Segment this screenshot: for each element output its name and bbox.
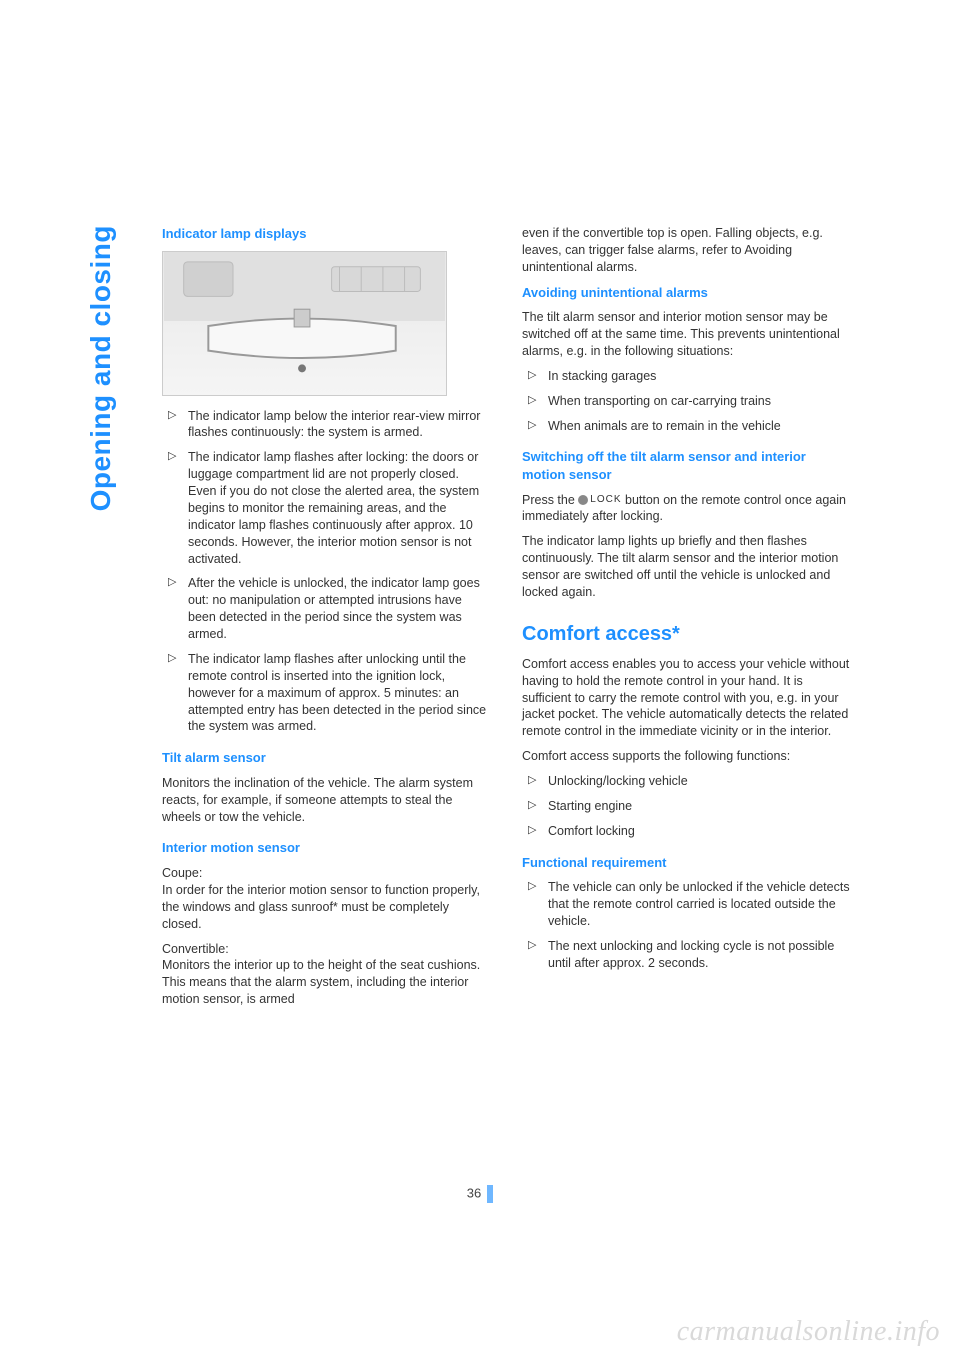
mirror-illustration — [163, 252, 446, 395]
convertible-text: Monitors the interior up to the height o… — [162, 958, 480, 1006]
section-switching-off: Switching off the tilt alarm sensor and … — [522, 448, 850, 600]
coupe-label: Coupe: — [162, 866, 202, 880]
list-item: When animals are to remain in the vehicl… — [522, 418, 850, 435]
list-item: The indicator lamp flashes after locking… — [162, 449, 490, 567]
body-text: even if the convertible top is open. Fal… — [522, 225, 850, 276]
lock-label: LOCK — [590, 493, 621, 507]
press-pre: Press the — [522, 493, 578, 507]
body-text: Comfort access supports the following fu… — [522, 748, 850, 765]
body-text: Press the LOCK button on the remote cont… — [522, 492, 850, 526]
body-text: Comfort access enables you to access you… — [522, 656, 850, 740]
page-number-text: 36 — [467, 1185, 481, 1200]
section-tilt-alarm: Tilt alarm sensor Monitors the inclinati… — [162, 749, 490, 825]
right-column: even if the convertible top is open. Fal… — [522, 225, 850, 1022]
heading-comfort-access: Comfort access* — [522, 621, 850, 648]
watermark: carmanualsonline.info — [677, 1316, 940, 1348]
heading-tilt-alarm: Tilt alarm sensor — [162, 749, 490, 767]
heading-interior-motion: Interior motion sensor — [162, 839, 490, 857]
list-item: The next unlocking and locking cycle is … — [522, 938, 850, 972]
comfort-bullet-list: Unlocking/locking vehicle Starting engin… — [522, 773, 850, 840]
page-number: 36 — [0, 1185, 960, 1203]
side-label-text: Opening and closing — [85, 225, 117, 511]
section-interior-motion: Interior motion sensor Coupe: In order f… — [162, 839, 490, 1008]
figure-interior-mirror — [162, 251, 447, 396]
left-column: Indicator lamp displays The indicator la… — [162, 225, 490, 1022]
body-text: The indicator lamp lights up briefly and… — [522, 533, 850, 601]
section-side-label: Opening and closing — [85, 0, 117, 225]
list-item: Unlocking/locking vehicle — [522, 773, 850, 790]
list-item: After the vehicle is unlocked, the indic… — [162, 575, 490, 643]
body-text: The tilt alarm sensor and interior motio… — [522, 309, 850, 360]
list-item: When transporting on car-carrying trains — [522, 393, 850, 410]
list-item: The indicator lamp flashes after unlocki… — [162, 651, 490, 735]
list-item: The vehicle can only be unlocked if the … — [522, 879, 850, 930]
convertible-label: Convertible: — [162, 942, 229, 956]
heading-avoiding-alarms: Avoiding unintentional alarms — [522, 284, 850, 302]
section-functional-req: Functional requirement The vehicle can o… — [522, 854, 850, 972]
list-item: Comfort locking — [522, 823, 850, 840]
coupe-text: In order for the interior motion sensor … — [162, 883, 480, 931]
heading-indicator-lamp: Indicator lamp displays — [162, 225, 490, 243]
body-text: Monitors the inclination of the vehicle.… — [162, 775, 490, 826]
body-text: Convertible: Monitors the interior up to… — [162, 941, 490, 1009]
page-number-bar — [487, 1185, 493, 1203]
list-item: Starting engine — [522, 798, 850, 815]
body-text: Coupe: In order for the interior motion … — [162, 865, 490, 933]
section-comfort-access: Comfort access* Comfort access enables y… — [522, 621, 850, 840]
list-item: The indicator lamp below the interior re… — [162, 408, 490, 442]
page-content: Indicator lamp displays The indicator la… — [162, 225, 852, 1022]
functional-bullet-list: The vehicle can only be unlocked if the … — [522, 879, 850, 971]
heading-switching-off: Switching off the tilt alarm sensor and … — [522, 448, 850, 483]
section-avoiding-alarms: Avoiding unintentional alarms The tilt a… — [522, 284, 850, 435]
heading-functional-req: Functional requirement — [522, 854, 850, 872]
lock-icon — [578, 495, 588, 505]
avoiding-bullet-list: In stacking garages When transporting on… — [522, 368, 850, 435]
indicator-bullet-list: The indicator lamp below the interior re… — [162, 408, 490, 736]
list-item: In stacking garages — [522, 368, 850, 385]
section-indicator-lamp: Indicator lamp displays The indicator la… — [162, 225, 490, 735]
